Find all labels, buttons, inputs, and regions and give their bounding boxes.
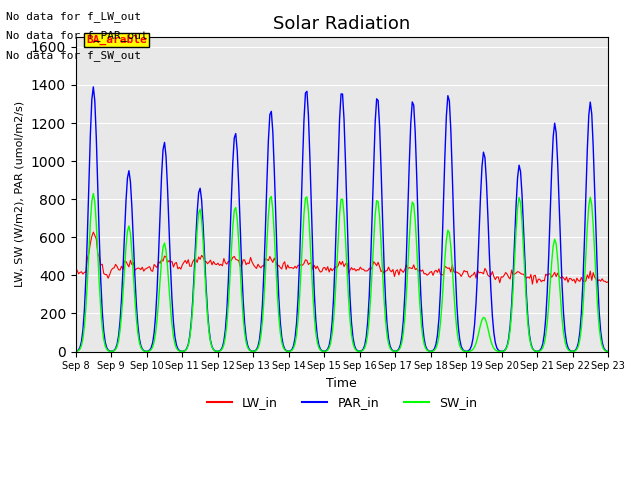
LW_in: [577, 275, 585, 280]
SW_in: [138, 347, 146, 353]
SW_in: [72, 348, 79, 354]
LW_in: [250, 262, 257, 268]
Line: PAR_in: PAR_in: [76, 87, 608, 351]
PAR_in: [604, 348, 612, 354]
SW_in: [306, 234, 314, 240]
PAR_in: [576, 329, 584, 335]
PAR_in: [306, 155, 314, 161]
SW_in: [90, 191, 97, 196]
Text: BA_arable: BA_arable: [86, 35, 147, 45]
PAR_in: [72, 348, 79, 354]
Text: No data for f_LW_out: No data for f_LW_out: [6, 11, 141, 22]
SW_in: [259, 318, 266, 324]
LW_in: [72, 269, 79, 275]
LW_in: [90, 229, 97, 235]
PAR_in: [259, 302, 266, 308]
SW_in: [604, 348, 612, 354]
LW_in: [138, 264, 146, 270]
Legend: LW_in, PAR_in, SW_in: LW_in, PAR_in, SW_in: [202, 391, 482, 414]
SW_in: [232, 204, 239, 210]
PAR_in: [232, 131, 239, 136]
Line: SW_in: SW_in: [76, 193, 608, 351]
PAR_in: [90, 84, 97, 90]
PAR_in: [250, 348, 257, 354]
SW_in: [463, 348, 471, 354]
PAR_in: [138, 346, 146, 352]
SW_in: [250, 348, 257, 354]
Line: LW_in: LW_in: [76, 232, 608, 284]
X-axis label: Time: Time: [326, 377, 357, 390]
LW_in: [259, 263, 266, 269]
Title: Solar Radiation: Solar Radiation: [273, 15, 410, 33]
LW_in: [604, 279, 612, 285]
SW_in: [577, 325, 585, 331]
LW_in: [306, 260, 314, 266]
LW_in: [529, 281, 536, 287]
Text: No data for f_PAR_out: No data for f_PAR_out: [6, 30, 148, 41]
Text: No data for f_SW_out: No data for f_SW_out: [6, 49, 141, 60]
LW_in: [232, 256, 239, 262]
Y-axis label: LW, SW (W/m2), PAR (umol/m2/s): LW, SW (W/m2), PAR (umol/m2/s): [15, 101, 25, 288]
